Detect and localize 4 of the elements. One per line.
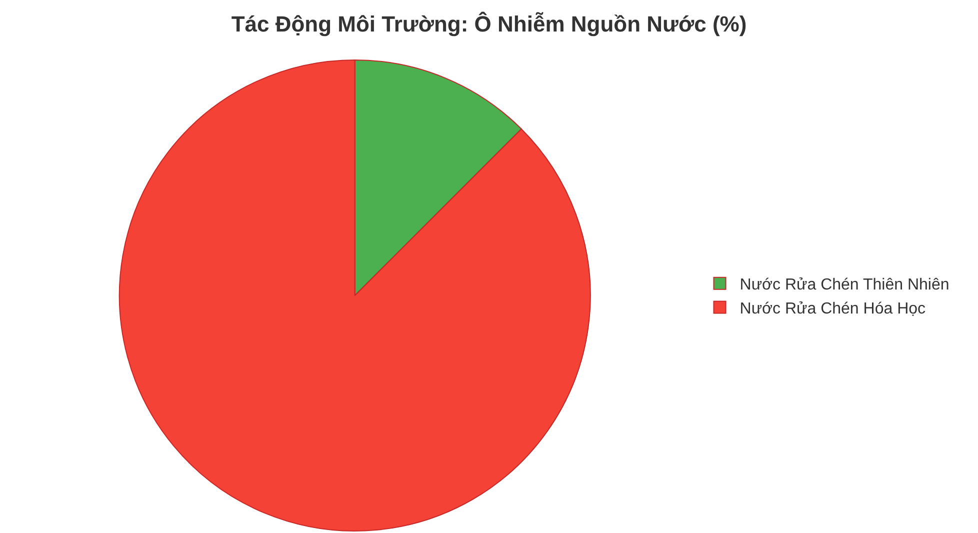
pie-slice	[119, 60, 591, 532]
legend-label: Nước Rửa Chén Hóa Học	[740, 300, 926, 318]
legend-label: Nước Rửa Chén Thiên Nhiên	[740, 276, 950, 294]
chart-title: Tác Động Môi Trường: Ô Nhiễm Nguồn Nước (%)	[231, 11, 747, 36]
